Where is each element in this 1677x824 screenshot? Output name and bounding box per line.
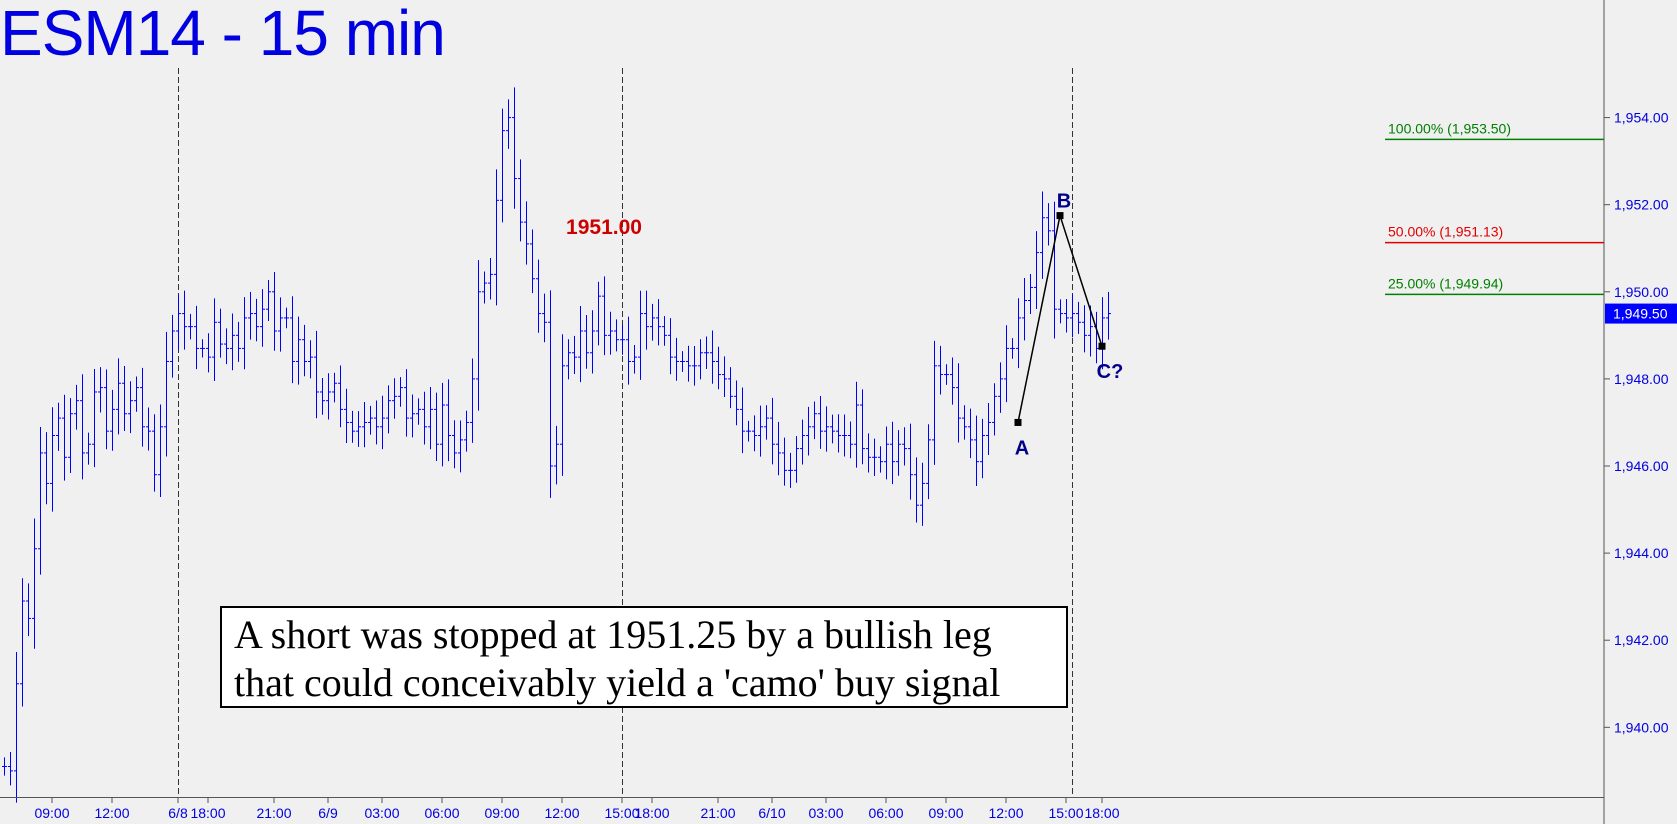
x-tick-label: 21:00 bbox=[700, 805, 735, 821]
x-tick-label: 09:00 bbox=[34, 805, 69, 821]
x-tick-label: 12:00 bbox=[94, 805, 129, 821]
fib-level-label: 100.00% (1,953.50) bbox=[1388, 120, 1511, 136]
pattern-point-label: B bbox=[1057, 191, 1071, 213]
x-tick-label: 06:00 bbox=[424, 805, 459, 821]
note-line-2: that could conceivably yield a 'camo' bu… bbox=[234, 660, 1001, 705]
price-annotation: 1951.00 bbox=[566, 216, 642, 239]
fib-level-label: 50.00% (1,951.13) bbox=[1388, 224, 1503, 240]
pattern-point-marker bbox=[1014, 418, 1022, 426]
chart-title: ESM14 - 15 min bbox=[0, 0, 446, 69]
last-price-box bbox=[1605, 303, 1677, 324]
y-tick-label: 1,942.00 bbox=[1614, 632, 1669, 648]
annotation-note: A short was stopped at 1951.25 by a bull… bbox=[220, 606, 1068, 708]
pattern-point-marker bbox=[1056, 212, 1064, 220]
x-tick-label: 6/8 bbox=[168, 805, 188, 821]
x-tick-label: 09:00 bbox=[484, 805, 519, 821]
x-tick-label: 15:00 bbox=[604, 805, 639, 821]
pattern-point-label: C? bbox=[1097, 361, 1124, 383]
x-tick-label: 09:00 bbox=[928, 805, 963, 821]
x-tick-label: 6/9 bbox=[318, 805, 338, 821]
y-tick-label: 1,940.00 bbox=[1614, 719, 1669, 735]
x-tick-label: 21:00 bbox=[256, 805, 291, 821]
y-tick-label: 1,954.00 bbox=[1614, 110, 1669, 126]
x-tick-label: 15:00 bbox=[1048, 805, 1083, 821]
x-tick-label: 12:00 bbox=[988, 805, 1023, 821]
y-tick-label: 1,944.00 bbox=[1614, 545, 1669, 561]
pattern-point-label: A bbox=[1015, 437, 1029, 459]
note-line-1: A short was stopped at 1951.25 by a bull… bbox=[234, 612, 992, 657]
x-tick-label: 03:00 bbox=[364, 805, 399, 821]
x-tick-label: 03:00 bbox=[808, 805, 843, 821]
x-tick-label: 18:00 bbox=[634, 805, 669, 821]
y-tick-label: 1,952.00 bbox=[1614, 197, 1669, 213]
x-tick-label: 6/10 bbox=[758, 805, 785, 821]
pattern-point-marker bbox=[1098, 342, 1106, 350]
x-tick-label: 18:00 bbox=[190, 805, 225, 821]
y-tick-label: 1,946.00 bbox=[1614, 458, 1669, 474]
last-price-label: 1,949.50 bbox=[1613, 306, 1668, 322]
x-tick-label: 12:00 bbox=[544, 805, 579, 821]
x-tick-label: 06:00 bbox=[868, 805, 903, 821]
y-tick-label: 1,950.00 bbox=[1614, 284, 1669, 300]
y-tick-label: 1,948.00 bbox=[1614, 371, 1669, 387]
fib-level-label: 25.00% (1,949.94) bbox=[1388, 275, 1503, 291]
x-tick-label: 18:00 bbox=[1084, 805, 1119, 821]
